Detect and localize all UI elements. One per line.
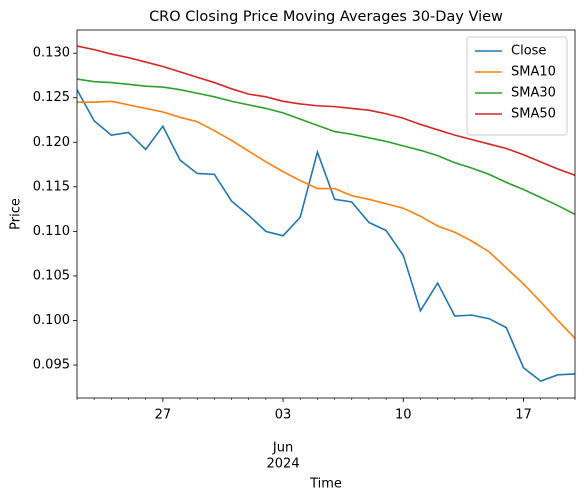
y-tick-label: 0.110: [33, 224, 70, 239]
x-tick-sublabel: 2024: [267, 457, 300, 472]
series-line: [77, 45, 575, 176]
series-line: [77, 100, 575, 339]
x-tick-label: 17: [515, 408, 532, 423]
x-tick-label: 03: [275, 408, 292, 423]
y-tick-label: 0.130: [33, 46, 70, 61]
legend-label: SMA10: [511, 65, 556, 80]
y-tick-label: 0.095: [33, 358, 70, 373]
legend-box: [466, 36, 568, 136]
y-axis-label: Price: [9, 198, 24, 230]
y-tick-label: 0.100: [33, 313, 70, 328]
legend-label: SMA50: [511, 107, 556, 122]
chart-title: CRO Closing Price Moving Averages 30-Day…: [149, 9, 503, 25]
y-tick-label: 0.120: [33, 135, 70, 150]
plot-frame: [76, 29, 576, 399]
y-tick-label: 0.105: [33, 268, 70, 283]
x-tick-label: 27: [155, 408, 172, 423]
y-tick-label: 0.115: [33, 179, 70, 194]
x-tick-label: 10: [395, 408, 412, 423]
legend-label: Close: [511, 44, 546, 59]
x-tick-sublabel: Jun: [272, 441, 293, 456]
series-line: [77, 78, 575, 216]
legend-label: SMA30: [511, 86, 556, 101]
y-tick-label: 0.125: [33, 90, 70, 105]
series-line: [77, 89, 575, 382]
x-axis-label: Time: [309, 477, 342, 492]
